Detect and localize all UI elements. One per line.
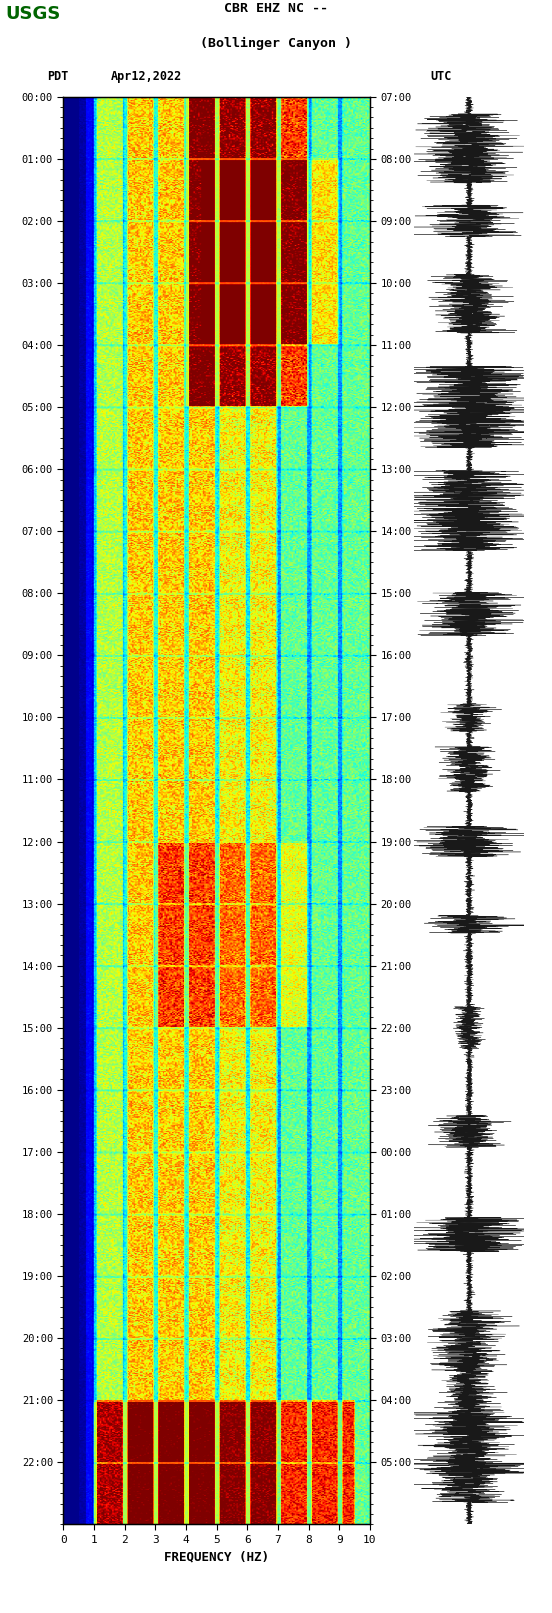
Bar [63,97,78,1524]
Text: Apr12,2022: Apr12,2022 [110,69,182,82]
Text: UTC: UTC [431,69,452,82]
X-axis label: FREQUENCY (HZ): FREQUENCY (HZ) [164,1550,269,1563]
Text: CBR EHZ NC --: CBR EHZ NC -- [224,2,328,15]
Text: PDT: PDT [47,69,68,82]
Text: USGS: USGS [6,5,61,23]
Text: (Bollinger Canyon ): (Bollinger Canyon ) [200,37,352,50]
